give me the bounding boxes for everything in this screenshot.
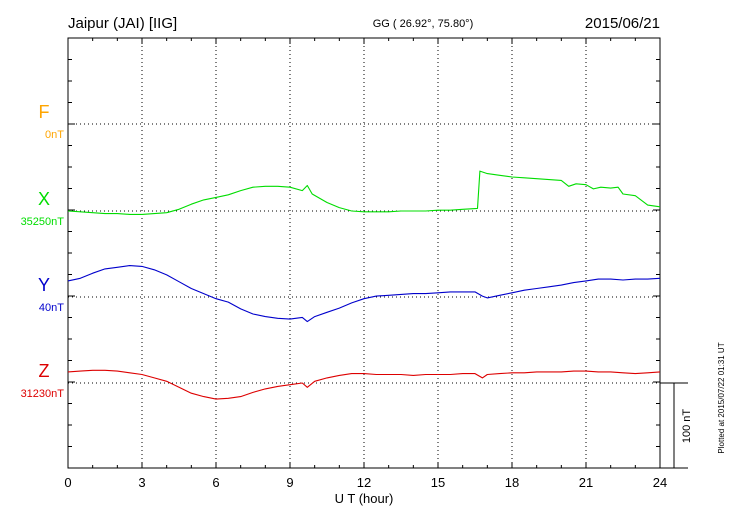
station-coords: GG ( 26.92°, 75.80°) (373, 18, 474, 30)
x-tick-label: 9 (286, 475, 293, 490)
plotted-timestamp: Plotted at 2015/07/22 01:31 UT (717, 342, 726, 453)
series-labels: F 0nT X 35250nT Y 40nT Z 31230nT (21, 102, 65, 400)
x-tick-label: 0 (64, 475, 71, 490)
scale-bar: 100 nT (660, 382, 693, 469)
x-tick-label: 18 (505, 475, 519, 490)
series-baseline-f: 0nT (45, 129, 64, 141)
x-tick-label: 6 (212, 475, 219, 490)
series-name-z: Z (39, 361, 50, 381)
series-lines (67, 170, 661, 400)
series-baseline-y: 40nT (39, 302, 64, 314)
series-baseline-z: 31230nT (21, 388, 65, 400)
x-axis-ticks: 0 3 6 9 12 15 18 21 24 (64, 38, 667, 490)
x-tick-label: 3 (138, 475, 145, 490)
series-line-y (67, 265, 661, 323)
x-tick-label: 15 (431, 475, 445, 490)
grid-lines (68, 38, 660, 468)
x-tick-label: 12 (357, 475, 371, 490)
series-name-x: X (38, 189, 50, 209)
x-axis-label: U T (hour) (335, 491, 394, 506)
scale-bar-label: 100 nT (681, 409, 693, 444)
y-axis-ticks (68, 59, 660, 447)
station-title: Jaipur (JAI) [IIG] (68, 15, 177, 32)
series-baseline-x: 35250nT (21, 216, 65, 228)
x-tick-label: 21 (579, 475, 593, 490)
plot-date: 2015/06/21 (585, 15, 660, 32)
series-name-y: Y (38, 275, 50, 295)
series-name-f: F (39, 102, 50, 122)
series-line-x (67, 170, 661, 215)
x-tick-label: 24 (653, 475, 667, 490)
series-line-z (67, 369, 661, 400)
